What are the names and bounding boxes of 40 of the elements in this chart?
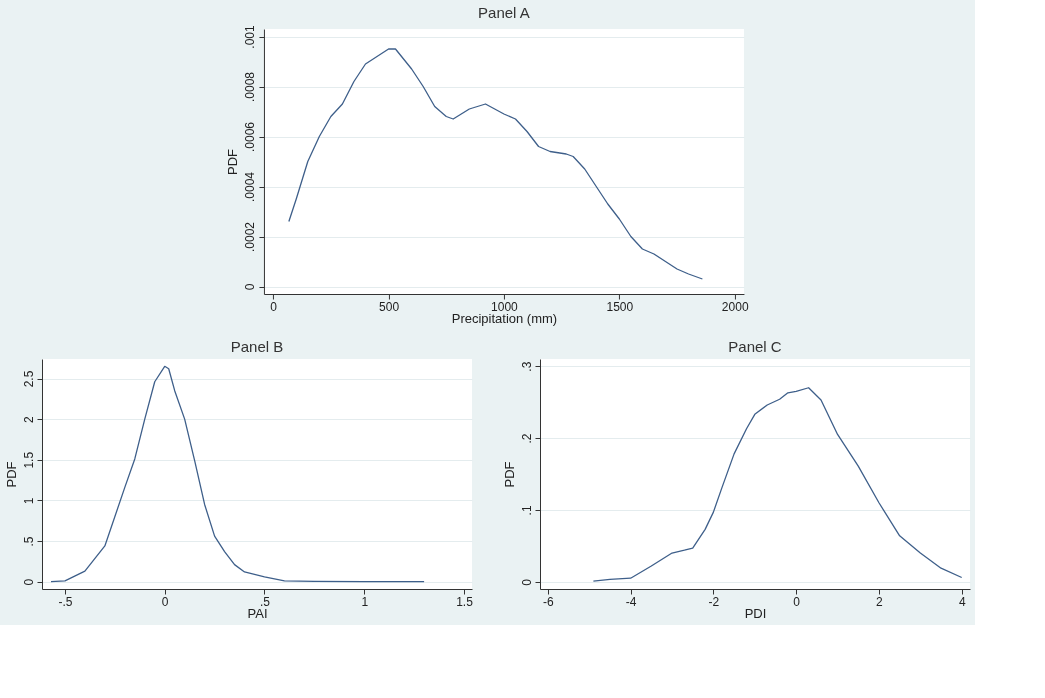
- x-tick-label: -.5: [58, 594, 73, 609]
- y-tick-label: .0002: [243, 221, 258, 253]
- chart-title: Panel A: [478, 3, 530, 21]
- y-tick-label: 2: [21, 415, 36, 423]
- x-tick-label: 500: [379, 299, 400, 314]
- line-series: [288, 48, 704, 280]
- y-tick-label: .0008: [243, 71, 258, 103]
- y-tick-label: .1: [519, 505, 534, 516]
- y-tick-label: .2: [519, 433, 534, 444]
- x-tick-label: 4: [958, 594, 966, 609]
- y-tick-label: .3: [519, 361, 534, 372]
- y-tick-label: 1.5: [21, 451, 36, 469]
- line-series: [50, 365, 425, 583]
- y-tick-label: 1: [21, 497, 36, 505]
- y-tick-label: 0: [243, 283, 258, 291]
- y-tick-label: .5: [21, 536, 36, 547]
- x-tick-label: 2: [876, 594, 884, 609]
- chart-title: Panel B: [230, 338, 284, 355]
- line-series: [592, 387, 963, 582]
- y-axis-title: PDF: [3, 461, 19, 488]
- y-tick-label: 2.5: [21, 370, 36, 388]
- y-tick-label: 0: [21, 578, 36, 586]
- x-tick-label: 0: [793, 594, 801, 609]
- x-tick-label: 1500: [606, 299, 634, 314]
- x-tick-label: 1.5: [456, 594, 474, 609]
- y-tick-label: .001: [243, 25, 258, 49]
- x-tick-label: 1: [361, 594, 369, 609]
- y-axis-title: PDF: [501, 461, 517, 488]
- x-tick-label: 0: [270, 299, 278, 314]
- x-axis-title: PDI: [744, 605, 767, 621]
- y-tick-label: .0004: [243, 171, 258, 203]
- y-tick-label: 0: [519, 578, 534, 586]
- x-tick-label: -4: [625, 594, 637, 609]
- x-tick-label: 2000: [721, 299, 749, 314]
- chart-title: Panel C: [728, 338, 782, 355]
- y-tick-label: .0006: [243, 121, 258, 153]
- x-tick-label: -6: [543, 594, 555, 609]
- y-axis-title: PDF: [225, 148, 241, 175]
- x-tick-label: -2: [708, 594, 720, 609]
- x-tick-label: 0: [161, 594, 169, 609]
